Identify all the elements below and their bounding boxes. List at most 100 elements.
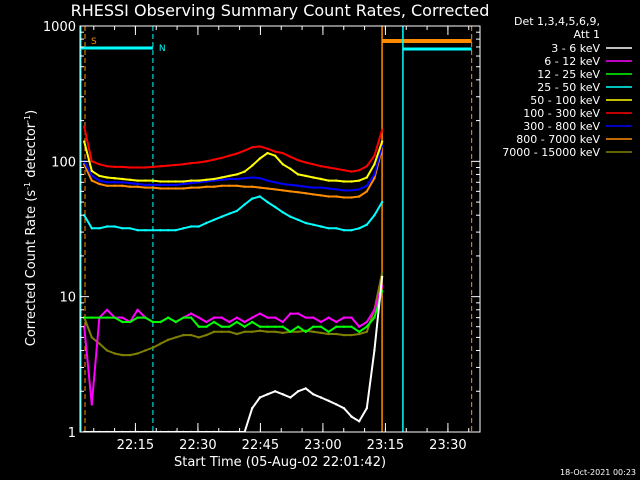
data-point <box>312 316 315 319</box>
data-point <box>273 205 277 209</box>
data-point <box>228 330 231 333</box>
data-point <box>182 316 185 319</box>
x-tick-label: 22:45 <box>242 438 279 453</box>
data-point <box>220 316 223 319</box>
data-point <box>266 147 269 150</box>
data-point <box>365 176 368 179</box>
data-point <box>105 308 109 311</box>
data-point <box>273 316 277 319</box>
legend-label-300-800-kev: 300 - 800 keV <box>523 120 600 133</box>
data-point <box>335 332 338 336</box>
data-point <box>228 177 231 181</box>
data-point <box>251 146 254 149</box>
data-point <box>289 167 292 170</box>
data-point <box>365 325 368 328</box>
data-point <box>90 403 94 406</box>
data-point <box>281 182 284 186</box>
data-point <box>327 166 330 169</box>
data-point <box>312 193 315 196</box>
data-point <box>373 316 376 319</box>
data-point <box>197 336 200 339</box>
data-point <box>335 179 338 182</box>
data-point <box>273 150 277 153</box>
data-point <box>128 178 132 181</box>
data-point <box>197 179 200 182</box>
data-point <box>197 225 200 228</box>
data-point <box>266 393 269 396</box>
data-point <box>113 225 116 228</box>
data-point <box>212 185 216 188</box>
data-point <box>312 186 315 189</box>
data-point <box>342 169 346 172</box>
data-point <box>105 349 109 352</box>
data-point <box>205 325 208 328</box>
data-point <box>289 312 292 315</box>
data-point <box>235 320 239 324</box>
data-point <box>205 160 208 163</box>
data-point <box>289 183 292 187</box>
data-point <box>205 320 208 324</box>
axes: 1 10 100 1000 22:15 22:30 22:45 23:00 23:15 23:30 <box>43 20 481 453</box>
data-point <box>128 185 132 188</box>
data-point <box>212 320 216 324</box>
data-point <box>189 179 193 182</box>
data-point <box>251 330 254 333</box>
legend-label-7000-15000-kev: 7000 - 15000 keV <box>502 146 600 159</box>
data-point <box>228 154 231 157</box>
data-point <box>365 320 368 324</box>
data-point <box>128 353 132 357</box>
data-point <box>159 187 162 190</box>
data-point <box>266 330 269 333</box>
data-point <box>174 229 177 232</box>
x-tick-label: 22:30 <box>179 438 216 453</box>
data-point <box>151 186 155 189</box>
data-point <box>212 330 216 333</box>
data-point <box>350 180 353 183</box>
data-point <box>174 163 177 167</box>
data-point <box>113 352 116 355</box>
data-point <box>121 181 124 184</box>
data-point <box>105 165 109 168</box>
data-point <box>319 331 323 335</box>
series-line <box>83 141 384 183</box>
data-point <box>358 188 361 191</box>
footer-timestamp: 18-Oct-2021 00:23 <box>560 468 636 477</box>
data-point <box>113 184 116 187</box>
data-point <box>228 320 231 324</box>
data-point <box>281 189 284 192</box>
state-label-n: N <box>159 44 166 54</box>
data-point <box>220 325 223 328</box>
data-point <box>136 185 139 188</box>
data-point <box>373 308 376 311</box>
data-point <box>304 174 307 178</box>
data-point <box>289 190 292 193</box>
data-point <box>319 194 323 197</box>
data-point <box>350 415 353 418</box>
data-point <box>121 177 124 181</box>
data-point <box>197 161 200 164</box>
data-point <box>358 420 361 423</box>
data-point <box>174 183 177 187</box>
data-point <box>304 330 307 333</box>
data-point <box>251 407 254 410</box>
data-point <box>167 183 170 187</box>
data-point <box>335 227 338 230</box>
data-point <box>373 177 376 180</box>
data-point <box>373 349 376 352</box>
data-point <box>189 333 193 337</box>
y-tick-label: 10 <box>59 291 76 306</box>
data-point <box>83 214 86 217</box>
data-point <box>281 320 284 324</box>
data-point <box>83 125 86 128</box>
data-point <box>121 353 124 357</box>
data-point <box>251 176 254 179</box>
data-point <box>327 330 330 333</box>
data-point <box>159 183 162 187</box>
data-point <box>235 173 239 176</box>
data-point <box>167 229 170 232</box>
data-point <box>365 407 368 410</box>
data-point <box>151 165 155 169</box>
data-point <box>335 403 338 406</box>
data-point <box>235 152 239 155</box>
data-point <box>128 320 132 324</box>
